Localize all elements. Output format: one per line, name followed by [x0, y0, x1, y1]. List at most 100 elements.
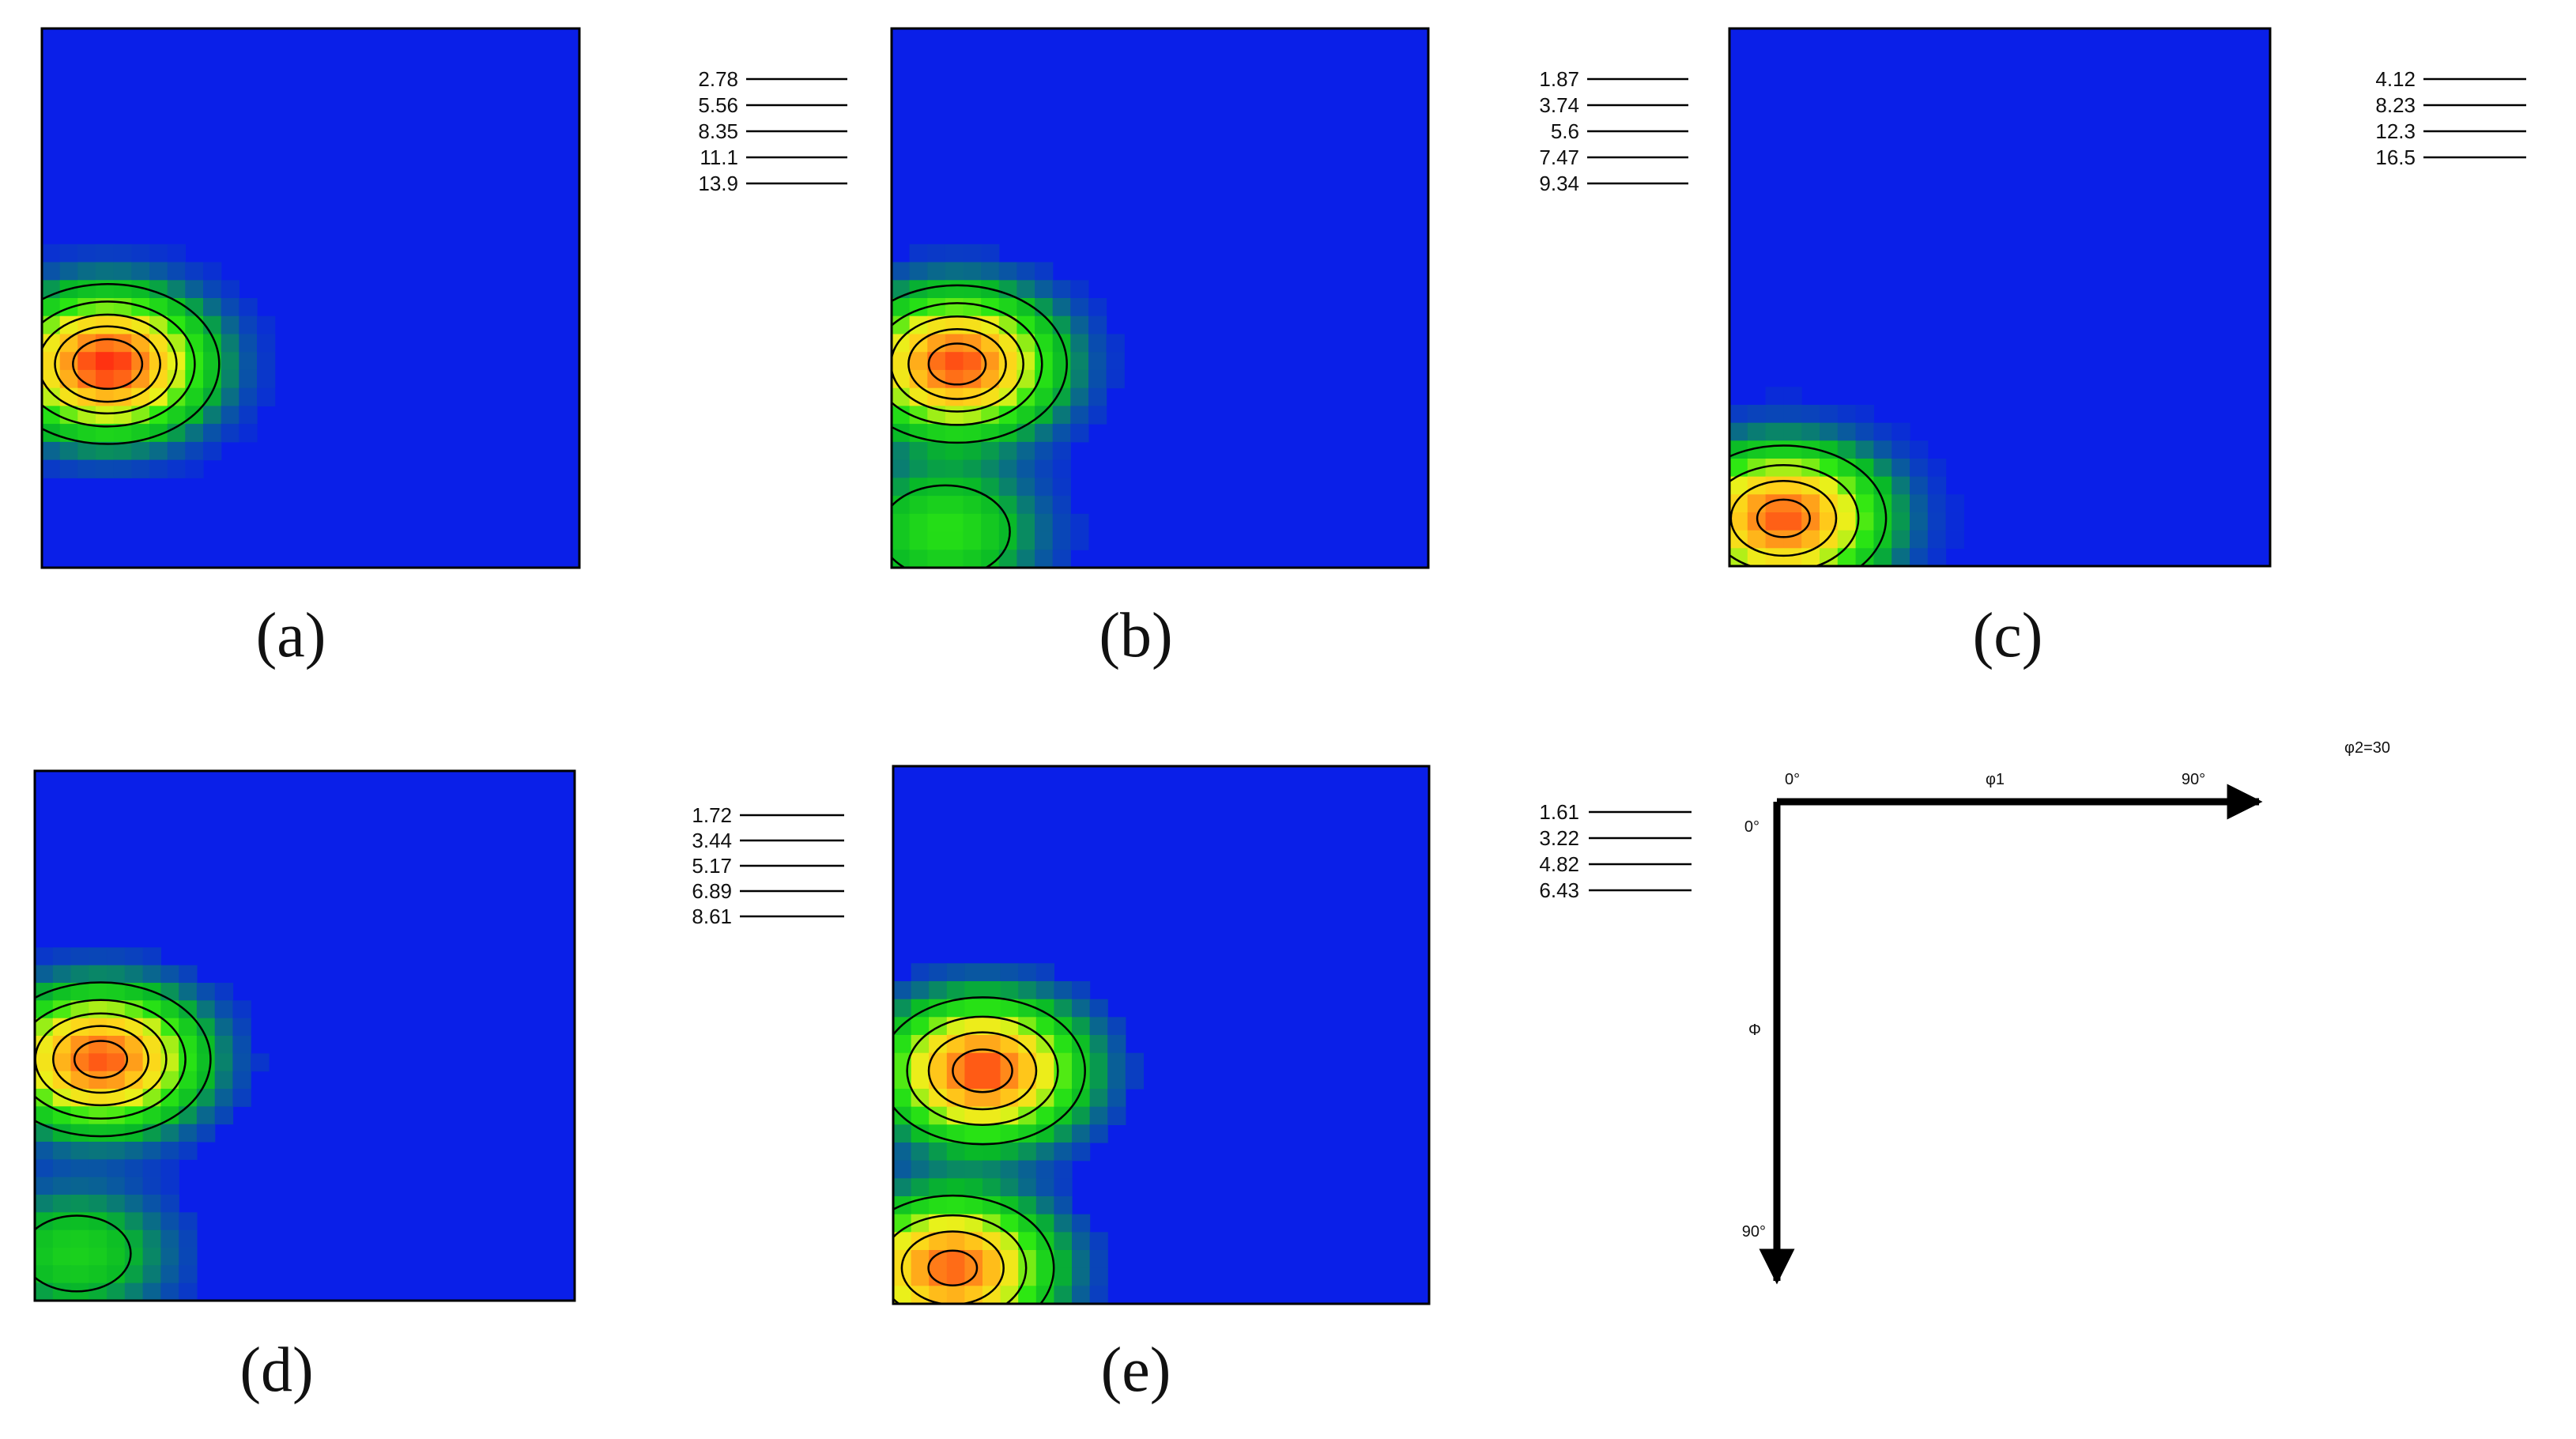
odf-intensity-cell — [1873, 530, 1892, 549]
odf-intensity-cell — [1054, 981, 1073, 1000]
odf-intensity-cell — [1855, 459, 1874, 478]
odf-intensity-cell — [946, 981, 965, 1000]
odf-intensity-cell — [131, 441, 150, 461]
odf-intensity-cell — [963, 244, 982, 263]
odf-intensity-cell — [160, 1265, 179, 1284]
odf-intensity-cell — [981, 441, 1000, 461]
odf-intensity-cell — [179, 1053, 198, 1072]
odf-intensity-cell — [964, 999, 983, 1018]
odf-intensity-cell — [179, 1018, 198, 1037]
odf-intensity-cell — [1035, 1286, 1054, 1304]
odf-intensity-cell — [964, 963, 983, 982]
odf-intensity-cell — [107, 1159, 126, 1178]
legend-level-label: 7.47 — [1539, 145, 1579, 169]
odf-intensity-cell — [1801, 494, 1820, 513]
odf-intensity-cell — [963, 262, 982, 281]
odf-intensity-cell — [981, 550, 1000, 568]
odf-intensity-cell — [142, 1177, 161, 1195]
odf-intensity-cell — [909, 459, 928, 478]
odf-intensity-cell — [185, 334, 204, 353]
odf-intensity-cell — [59, 369, 78, 389]
odf-intensity-cell — [1855, 476, 1874, 495]
odf-intensity-cell — [142, 947, 161, 966]
odf-intensity-cell — [52, 1282, 72, 1301]
odf-intensity-cell — [909, 441, 928, 461]
odf-intensity-cell — [185, 298, 204, 317]
odf-intensity-cell — [1891, 548, 1910, 566]
odf-intensity-cell — [1016, 334, 1035, 353]
odf-intensity-cell — [196, 1106, 216, 1125]
legend-level-label: 8.61 — [692, 905, 732, 928]
odf-intensity-cell — [1054, 1124, 1073, 1143]
odf-intensity-cell — [927, 298, 946, 317]
odf-intensity-cell — [52, 1053, 72, 1072]
odf-intensity-cell — [893, 981, 912, 1000]
odf-intensity-cell — [1765, 459, 1784, 478]
odf-intensity-cell — [1089, 1035, 1108, 1054]
odf-intensity-cell — [42, 459, 61, 478]
odf-intensity-cell — [149, 244, 168, 263]
odf-intensity-cell — [1054, 1035, 1073, 1054]
odf-intensity-cell — [107, 1106, 126, 1125]
odf-intensity-cell — [1927, 512, 1947, 531]
odf-intensity-cell — [1070, 531, 1089, 550]
odf-intensity-cell — [35, 1265, 54, 1284]
odf-intensity-cell — [1089, 1106, 1108, 1125]
odf-intensity-cell — [77, 387, 96, 406]
odf-intensity-cell — [911, 1052, 930, 1071]
odf-intensity-cell — [89, 1000, 107, 1019]
odf-intensity-cell — [89, 1124, 107, 1143]
odf-intensity-cell — [35, 1248, 54, 1266]
odf-intensity-cell — [124, 1142, 144, 1160]
odf-intensity-cell — [70, 1036, 89, 1054]
contour-line — [907, 327, 1007, 400]
odf-intensity-cell — [892, 478, 911, 497]
odf-intensity-cell — [1747, 530, 1767, 549]
contour-legend-c: 4.12 8.23 12.3 16.5 — [2375, 67, 2526, 169]
odf-intensity-cell — [909, 513, 928, 533]
odf-intensity-cell — [1729, 459, 1748, 478]
odf-intensity-cell — [160, 1124, 179, 1143]
odf-intensity-cell — [981, 496, 1000, 515]
odf-intensity-cell — [142, 1229, 161, 1248]
odf-intensity-cell — [911, 1035, 930, 1054]
odf-intensity-cell — [998, 550, 1017, 568]
phi2-section-label: φ2=30 — [2344, 739, 2390, 757]
contour-legend-d: 1.72 3.44 5.17 6.89 8.61 — [692, 803, 844, 928]
odf-intensity-cell — [1054, 1089, 1073, 1108]
odf-intensity-cell — [160, 1053, 179, 1072]
odf-intensity-cell — [160, 1195, 179, 1213]
odf-intensity-cell — [59, 334, 78, 353]
odf-intensity-cell — [1035, 280, 1054, 299]
odf-intensity-cell — [221, 352, 239, 371]
odf-intensity-cell — [167, 441, 186, 461]
odf-intensity-cell — [107, 1282, 126, 1301]
odf-intensity-cell — [1891, 476, 1910, 495]
odf-intensity-cell — [35, 1124, 54, 1143]
odf-intensity-cell — [221, 387, 239, 406]
odf-intensity-cell — [70, 1124, 89, 1143]
odf-intensity-cell — [35, 1000, 54, 1019]
odf-intensity-cell — [142, 1212, 161, 1231]
odf-intensity-cell — [1873, 548, 1892, 566]
odf-intensity-cell — [946, 1124, 965, 1143]
odf-intensity-cell — [946, 1250, 965, 1269]
odf-intensity-cell — [131, 280, 150, 299]
odf-intensity-cell — [124, 965, 144, 984]
odf-intensity-cell — [929, 1089, 948, 1108]
odf-intensity-cell — [1000, 963, 1019, 982]
odf-intensity-cell — [203, 352, 222, 371]
odf-intensity-cell — [892, 352, 911, 371]
odf-intensity-cell — [981, 262, 1000, 281]
odf-intensity-cell — [160, 965, 179, 984]
odf-intensity-cell — [35, 1159, 54, 1178]
odf-intensity-cell — [89, 1177, 107, 1195]
odf-intensity-cell — [1035, 1214, 1054, 1233]
odf-intensity-cell — [1088, 369, 1107, 389]
legend-level-label: 4.82 — [1539, 852, 1579, 876]
odf-intensity-cell — [239, 334, 258, 353]
odf-intensity-cell — [1000, 1286, 1019, 1304]
legend-level-label: 5.56 — [698, 93, 738, 117]
odf-intensity-cell — [70, 1106, 89, 1125]
odf-intensity-cell — [142, 1282, 161, 1301]
